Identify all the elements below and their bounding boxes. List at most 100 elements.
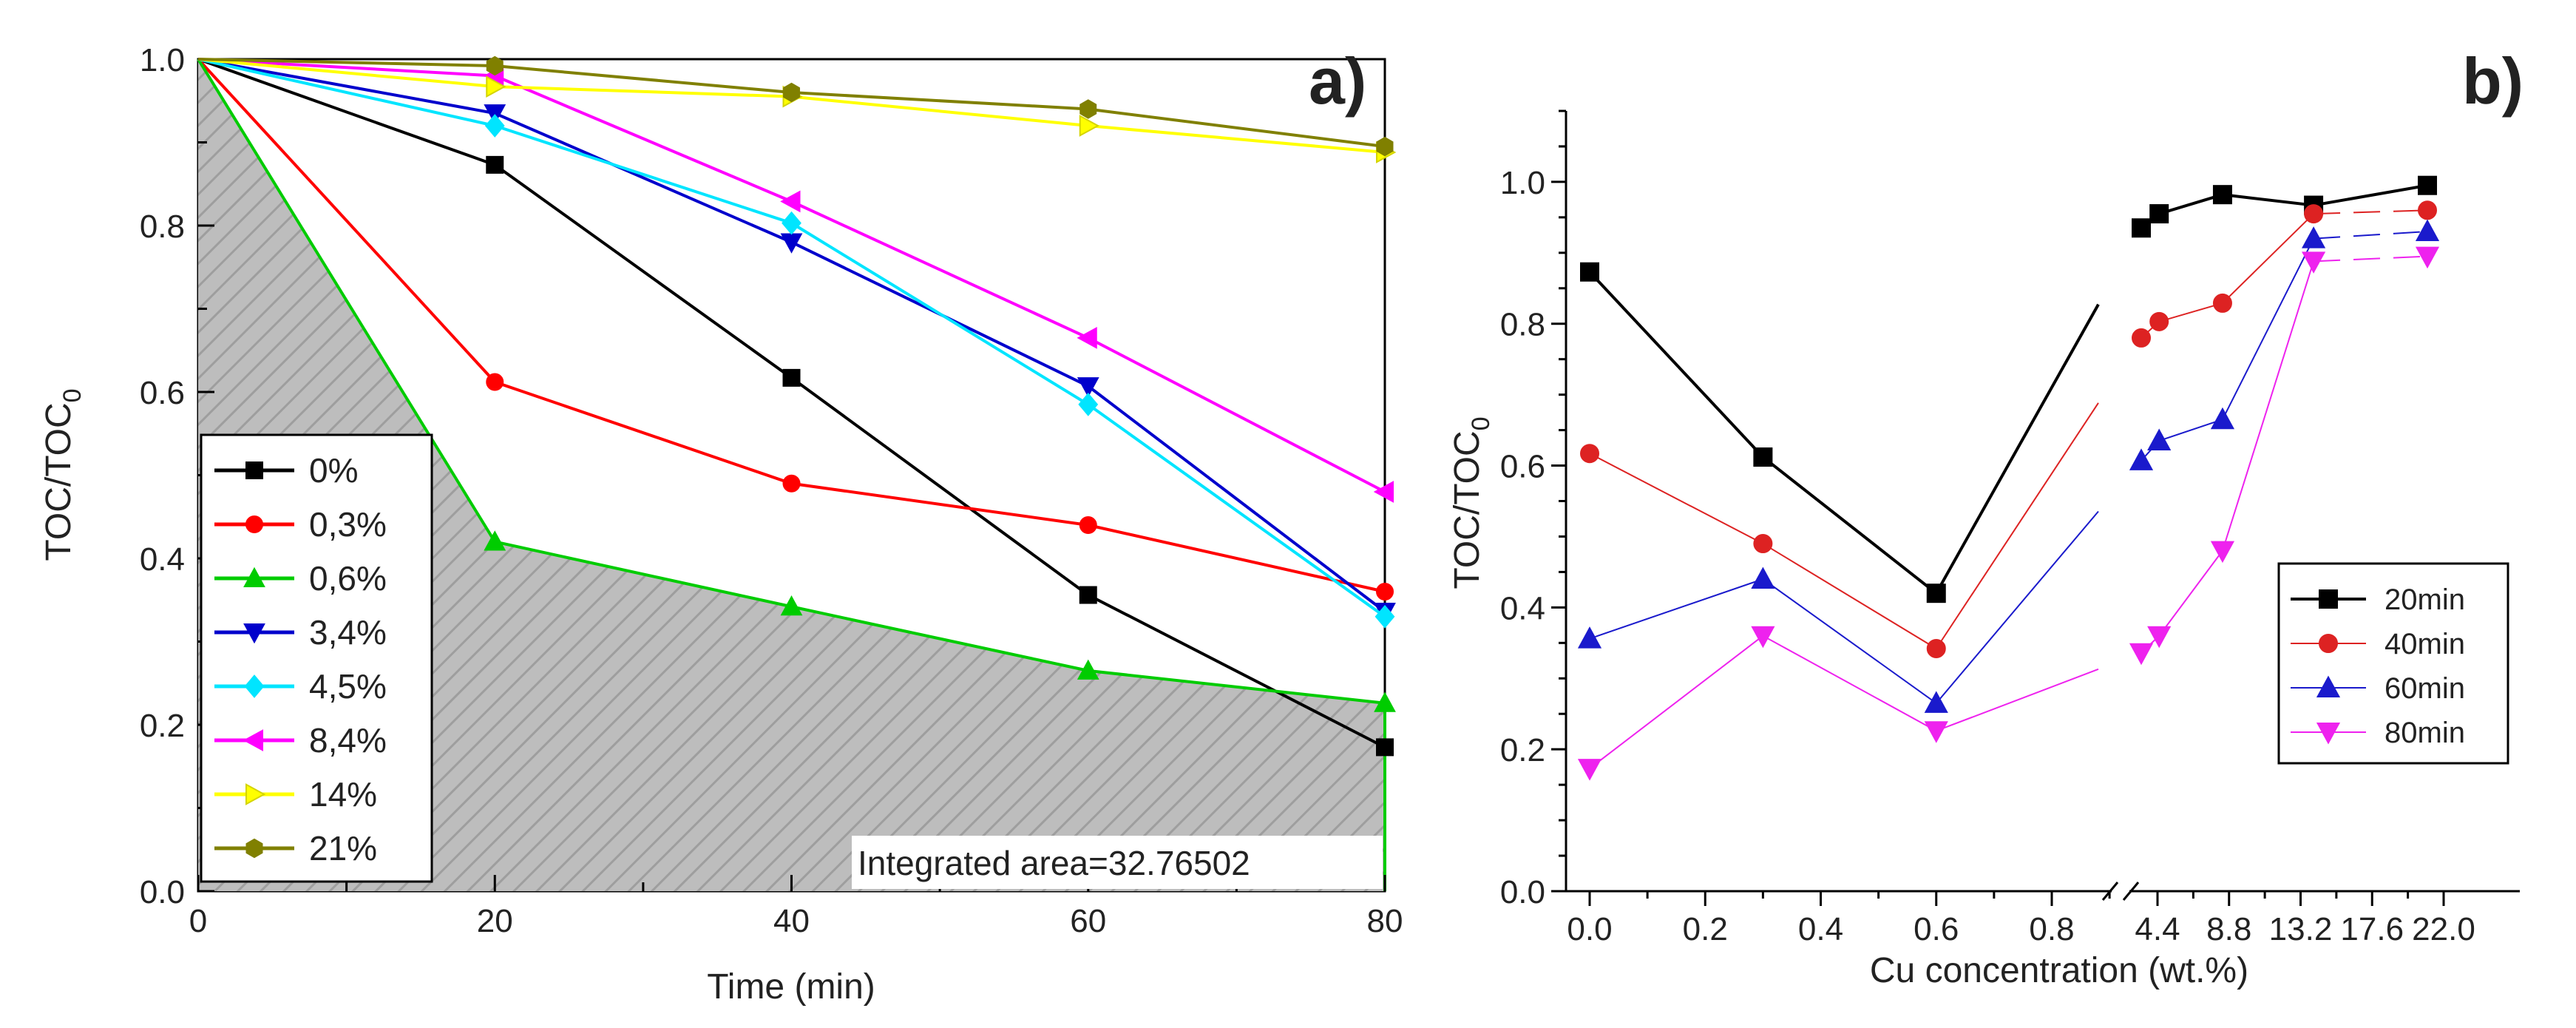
series-segment — [2158, 419, 2223, 442]
data-point — [1753, 447, 1773, 467]
series-segment — [1762, 456, 1937, 595]
series-segment — [1589, 578, 1763, 640]
data-point — [1078, 393, 1099, 416]
legend-item: 60min — [2291, 672, 2465, 705]
integrated-area-label: Integrated area=32.76502 — [858, 844, 1250, 882]
data-point — [2418, 175, 2438, 195]
panel-b-legend-box — [2277, 562, 2509, 765]
data-point — [2147, 428, 2172, 450]
panel-a-x-tick-label: 80 — [1367, 903, 1403, 939]
series-segment — [1762, 635, 1937, 732]
legend-marker — [243, 623, 265, 644]
series-segment — [1762, 578, 1937, 704]
panel-b-y-tick-label: 1.0 — [1500, 165, 1545, 201]
data-point — [1374, 691, 1396, 712]
panel-b-x-tick-label: 13.2 — [2269, 911, 2333, 947]
panel-b-y-tick-label: 0.6 — [1500, 449, 1545, 485]
data-point — [1926, 638, 1946, 658]
series-4,5% — [197, 58, 1395, 629]
panel-b-y-tick-label: 0.0 — [1500, 874, 1545, 910]
data-point — [2149, 204, 2169, 224]
data-point — [1577, 759, 1602, 781]
data-point — [2149, 311, 2169, 331]
data-point — [486, 75, 506, 98]
data-point — [2212, 293, 2232, 313]
data-point — [780, 233, 803, 254]
series-segment — [2222, 193, 2314, 207]
data-point — [1077, 326, 1097, 349]
series-0,6% — [197, 58, 1396, 712]
legend-marker — [2316, 723, 2341, 745]
panel-a-legend: 0% 0,3% 0,6% 3,4% 4,5% 8,4% 14% 21% — [200, 433, 433, 883]
legend-marker — [245, 783, 266, 805]
series-60min — [1577, 219, 2440, 713]
series-line — [197, 58, 1386, 154]
panel-b-x-tick-label: 0.4 — [1798, 911, 1843, 947]
panel-b-y-tick-label: 0.8 — [1500, 307, 1545, 343]
data-point — [1373, 481, 1394, 503]
integrated-area-shading — [198, 59, 1385, 891]
data-point — [1079, 586, 1097, 604]
legend-item: 20min — [2291, 584, 2465, 616]
series-14% — [197, 58, 1397, 163]
panel-b-x-tick-label: 22.0 — [2412, 911, 2475, 947]
series-segment — [1762, 543, 1937, 649]
data-point — [486, 55, 504, 76]
data-point — [780, 595, 803, 616]
data-point — [2415, 246, 2440, 269]
panel-b-x-tick-label: 0.6 — [1914, 911, 1959, 947]
legend-label: 80min — [2385, 717, 2465, 749]
data-point — [1753, 534, 1773, 554]
data-point — [1924, 691, 1948, 713]
legend-marker — [2319, 634, 2338, 653]
legend-marker — [245, 515, 263, 533]
panel-a-y-tick-label: 0.8 — [140, 209, 185, 245]
data-point — [486, 373, 504, 391]
legend-label: 40min — [2385, 628, 2465, 660]
data-point — [2129, 448, 2154, 470]
series-line — [197, 58, 1386, 149]
legend-item: 8,4% — [214, 721, 387, 760]
data-point — [782, 368, 801, 387]
panel-a-x-tick-label: 60 — [1070, 903, 1106, 939]
data-point — [1580, 444, 1599, 464]
data-point — [1077, 659, 1099, 680]
data-point — [2302, 251, 2326, 274]
panel-a-legend-box — [200, 433, 433, 883]
series-segment — [2314, 255, 2428, 263]
panel-a-y-tick-label: 0.6 — [140, 375, 185, 411]
series-segment — [2314, 209, 2428, 215]
panel-a-y-tick-label: 0.2 — [140, 708, 185, 744]
data-point — [1580, 262, 1599, 282]
series-segment — [1935, 303, 2100, 595]
data-point — [1376, 136, 1394, 157]
series-segment — [2313, 183, 2428, 207]
legend-marker — [245, 461, 263, 479]
series-0% — [197, 58, 1394, 757]
panel-b-label: b) — [2462, 44, 2524, 118]
panel-a-x-axis-label: Time (min) — [707, 967, 875, 1007]
panel-b-y-axis-label: TOC/TOC0 — [1448, 416, 1495, 589]
series-segment — [1588, 271, 1764, 459]
series-segment — [1589, 635, 1763, 769]
series-segment — [2158, 302, 2223, 322]
legend-label: 20min — [2385, 584, 2465, 616]
panel-a-x-tick-label: 20 — [477, 903, 513, 939]
legend-marker — [245, 838, 263, 859]
legend-marker — [2316, 675, 2341, 697]
data-point — [2212, 185, 2232, 205]
panel-b-x-axis-label: Cu concentration (wt.%) — [1870, 951, 2248, 990]
legend-item: 0,3% — [214, 505, 387, 544]
data-point — [1079, 99, 1097, 119]
panel-b-x-tick-label: 0.8 — [2029, 911, 2074, 947]
legend-marker — [244, 674, 265, 698]
panel-b-x-tick-label: 0.2 — [1683, 911, 1728, 947]
series-segment — [1935, 402, 2099, 649]
panel-b-chart: b) Cu concentration (wt.%) TOC/TOC0 0.0 0… — [1448, 44, 2524, 990]
series-21% — [197, 55, 1394, 157]
panel-a-y-tick-label: 1.0 — [140, 42, 185, 78]
data-point — [484, 114, 505, 138]
series-segment — [2222, 261, 2315, 551]
data-point — [780, 190, 801, 213]
